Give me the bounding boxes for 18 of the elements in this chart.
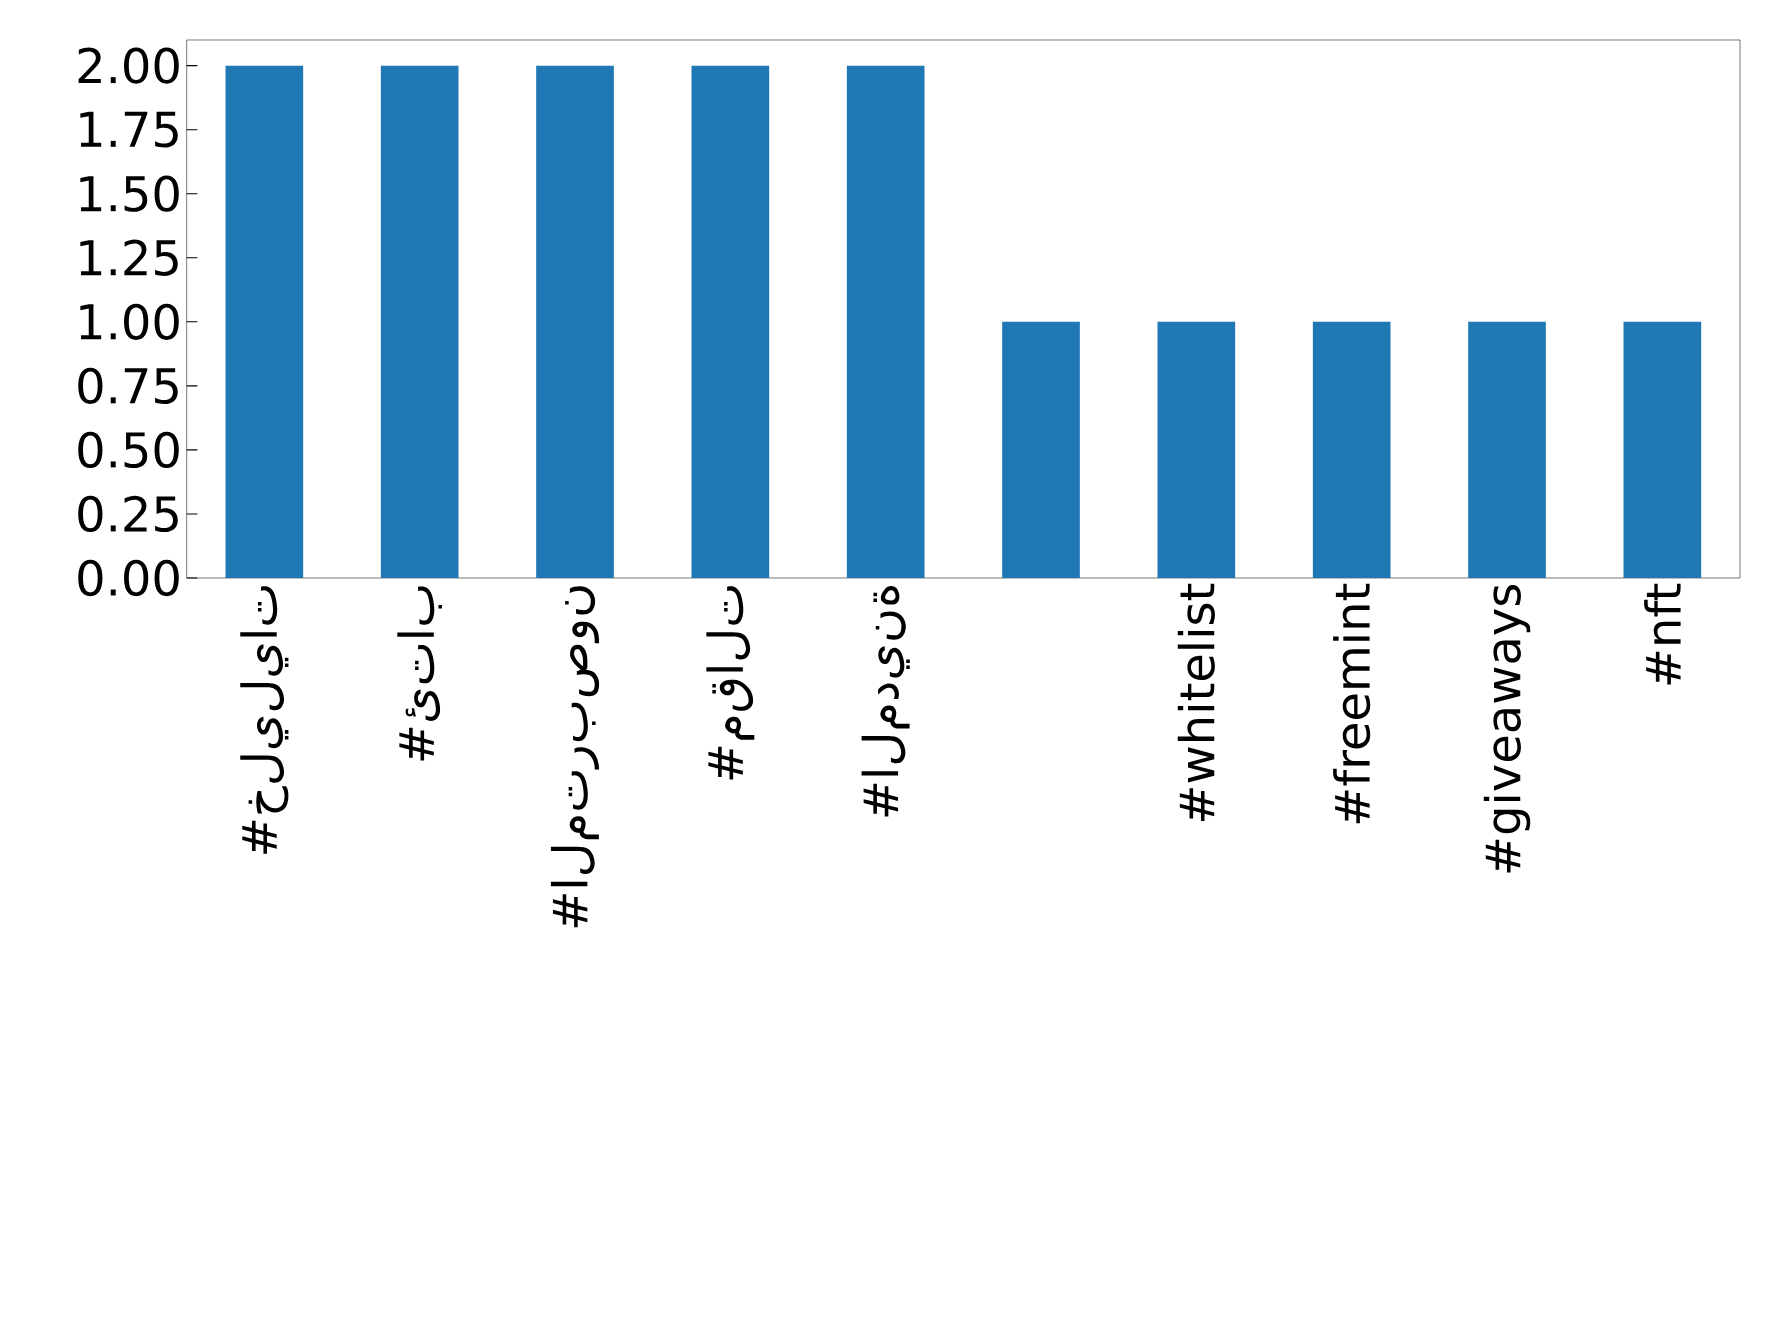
y-tick-label: 0.25 <box>78 495 178 533</box>
x-tick-label: #freemint <box>1333 583 1371 824</box>
x-tick-label: #nft <box>1644 583 1681 685</box>
x-tick-label: #خليليات <box>240 586 289 854</box>
x-tick-label: #المدينة <box>861 586 910 817</box>
y-tick-label: 0.00 <box>78 559 179 597</box>
y-tick-label: 1.75 <box>80 111 178 148</box>
x-tick-label: #giveaways <box>1483 584 1531 873</box>
y-tick-label: 1.50 <box>80 175 179 212</box>
x-tick-label: #مقالت <box>706 586 755 780</box>
y-tick-label: 0.50 <box>78 431 179 469</box>
x-tick-label: #ئتاب <box>397 586 443 761</box>
x-tick-label: #المتربصون <box>550 586 600 928</box>
y-tick-label: 1.00 <box>80 303 179 340</box>
y-tick-label: 1.25 <box>80 239 178 276</box>
x-tick-label: #whitelist <box>1177 583 1215 822</box>
y-tick-label: 2.00 <box>78 47 179 84</box>
y-tick-label: 0.75 <box>78 367 178 404</box>
